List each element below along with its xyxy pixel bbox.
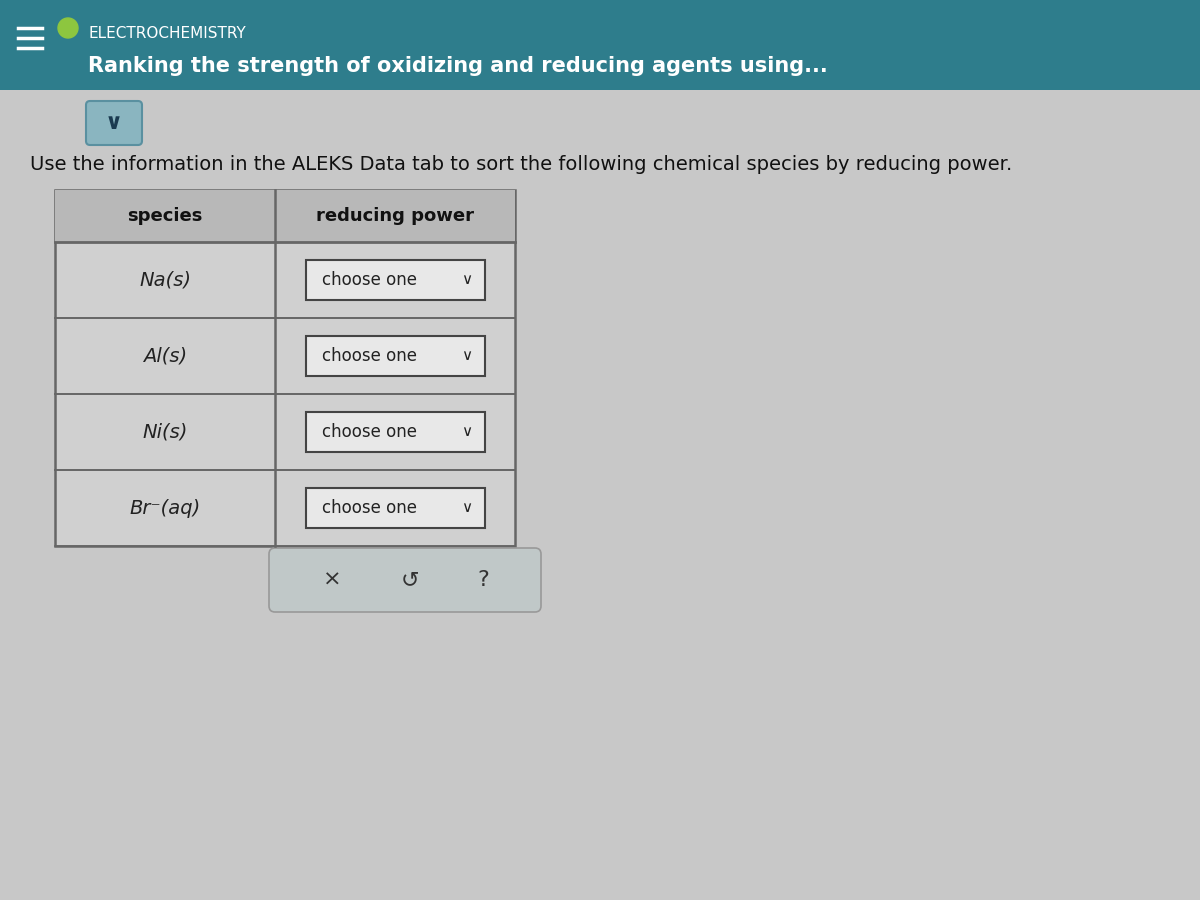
Text: Na(s): Na(s) [139,271,191,290]
Text: species: species [127,207,203,225]
Text: ∨: ∨ [461,425,472,439]
Text: reducing power: reducing power [316,207,474,225]
Text: choose one: choose one [322,271,416,289]
Text: Ni(s): Ni(s) [143,422,187,442]
Text: choose one: choose one [322,423,416,441]
FancyBboxPatch shape [306,260,485,300]
Bar [0,0,1200,90]
FancyBboxPatch shape [86,101,142,145]
Text: Al(s): Al(s) [143,346,187,365]
Bar [55,190,515,242]
Circle shape [58,18,78,38]
Text: Use the information in the ALEKS Data tab to sort the following chemical species: Use the information in the ALEKS Data ta… [30,156,1013,175]
Text: choose one: choose one [322,499,416,517]
Text: ∨: ∨ [461,500,472,516]
Text: Ranking the strength of oxidizing and reducing agents using...: Ranking the strength of oxidizing and re… [88,56,828,76]
FancyBboxPatch shape [306,488,485,528]
Text: choose one: choose one [322,347,416,365]
Text: ELECTROCHEMISTRY: ELECTROCHEMISTRY [88,25,246,40]
Bar [55,190,515,546]
Text: ?: ? [478,570,488,590]
Text: ∨: ∨ [461,273,472,287]
Text: ↺: ↺ [401,570,420,590]
Text: ∨: ∨ [104,113,124,133]
Text: Br⁻(aq): Br⁻(aq) [130,499,200,517]
FancyBboxPatch shape [306,412,485,452]
FancyBboxPatch shape [306,336,485,376]
Text: ×: × [323,570,342,590]
FancyBboxPatch shape [269,548,541,612]
Text: ∨: ∨ [461,348,472,364]
